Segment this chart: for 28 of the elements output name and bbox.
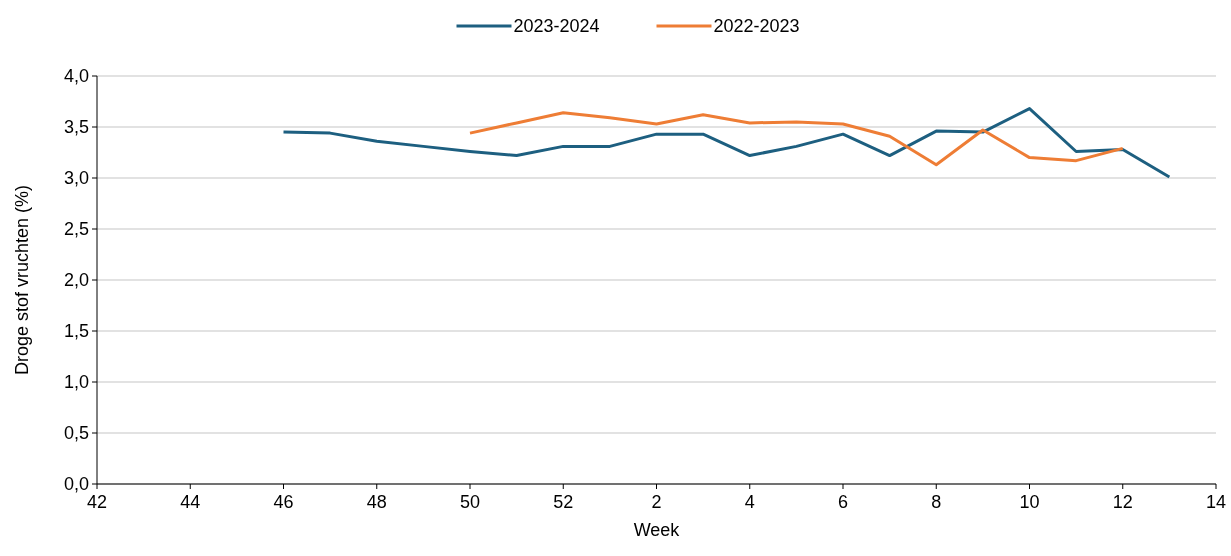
y-tick-label: 1,5 [63,321,89,342]
x-tick-label: 52 [553,492,574,512]
x-tick-label: 2 [651,492,662,512]
y-tick-label: 2,0 [63,270,89,291]
y-tick-label: 3,5 [63,117,89,138]
y-axis-title: Droge stof vruchten (%) [12,184,32,376]
x-tick-label: 12 [1112,492,1133,512]
x-tick-label: 14 [1205,492,1227,512]
line-series [468,111,1125,167]
x-axis-title: Week [633,520,681,540]
y-tick-label: 1,0 [63,372,89,393]
x-tick-label: 50 [459,492,481,512]
x-tick-label: 8 [931,492,942,512]
x-tick-label: 10 [1019,492,1040,512]
x-tick-label: 42 [86,492,108,512]
y-tick-label: 2,5 [63,219,89,240]
line-series [282,107,1171,179]
y-tick-label: 4,0 [63,66,89,87]
x-tick-label: 48 [366,492,387,512]
x-tick-label: 44 [180,492,201,512]
y-tick-label: 0,0 [63,474,89,495]
legend-label: 2023-2024 [513,16,600,37]
y-tick-label: 3,0 [63,168,89,189]
x-tick-label: 4 [744,492,755,512]
x-tick-label: 6 [837,492,849,512]
y-tick-label: 0,5 [63,423,89,444]
legend-label: 2022-2023 [713,16,800,37]
x-tick-label: 46 [273,492,294,512]
